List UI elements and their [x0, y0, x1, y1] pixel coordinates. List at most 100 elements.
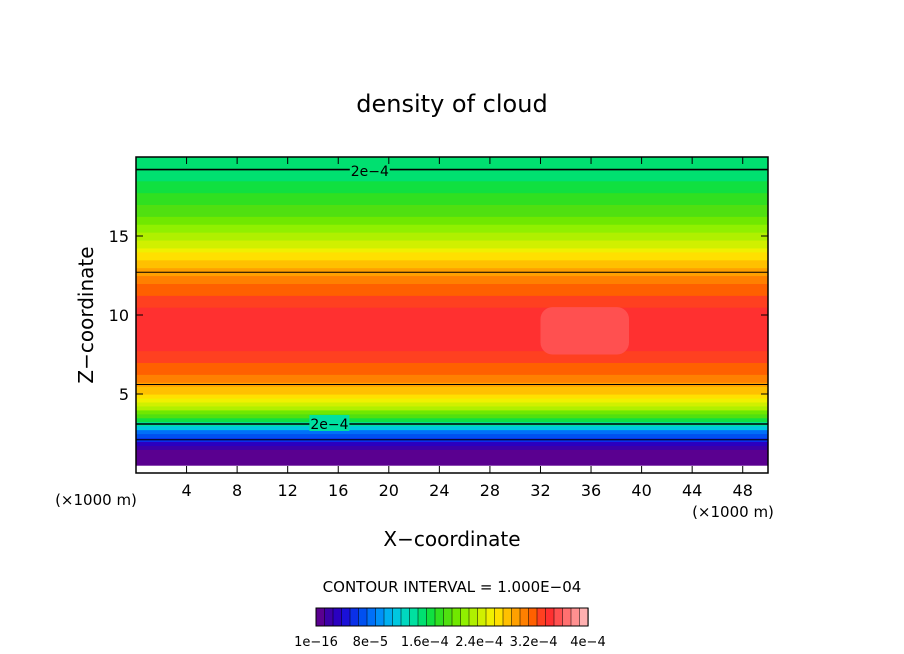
chart-title: density of cloud [356, 90, 547, 118]
x-tick-label: 44 [682, 481, 702, 500]
field-band [136, 386, 768, 391]
y-axis-label: Z−coordinate [74, 246, 98, 383]
colorbar-frame [315, 607, 589, 627]
field-band [136, 315, 768, 320]
field-band [136, 318, 768, 324]
contour-label: 2e−4 [310, 417, 348, 433]
field-band [136, 445, 768, 450]
field-band [136, 255, 768, 261]
x-unit-label: (×1000 m) [55, 491, 137, 509]
x-tick-label: 40 [631, 481, 651, 500]
field-band [136, 358, 768, 363]
field-band [136, 429, 768, 435]
field-band [136, 196, 768, 202]
field-band [136, 212, 768, 217]
colorbar-swatch [434, 607, 445, 627]
colorbar-swatch [468, 607, 479, 627]
x-tick-label: 8 [232, 481, 242, 500]
colorbar-swatch [332, 607, 343, 627]
field-band [136, 394, 768, 399]
field-band [136, 220, 768, 225]
colorbar-labels: 1e−16 8e−5 1.6e−4 2.4e−4 3.2e−4 4e−4 [294, 635, 606, 650]
field-band [136, 275, 768, 281]
field-band [136, 180, 768, 186]
field-band [136, 378, 768, 383]
field-band [136, 263, 768, 269]
colorbar-swatch [417, 607, 428, 627]
field-band [136, 168, 768, 174]
y-tick-label: 5 [119, 385, 129, 404]
x-tick-label: 16 [328, 481, 348, 500]
field-band [136, 307, 768, 312]
plot-area [136, 157, 768, 466]
field-band [136, 457, 768, 462]
contour-label-bg [349, 162, 390, 179]
colorbar-swatch [324, 607, 334, 627]
field-band [136, 172, 768, 178]
contour-lines [136, 168, 768, 441]
colorbar-swatch [511, 607, 521, 627]
field-band [136, 405, 768, 411]
field-band [136, 350, 768, 356]
x-tick-label: 20 [379, 481, 399, 500]
field-band [136, 200, 768, 205]
y-tick-label: 10 [109, 306, 129, 325]
colorbar-swatch [553, 607, 564, 627]
x-axis-ticks: 4 8 12 16 20 24 28 32 36 40 44 48 [181, 157, 753, 500]
colorbar-swatch [519, 607, 530, 627]
field-band [136, 370, 768, 375]
field-band [136, 188, 768, 194]
colorbar-swatch [383, 607, 394, 627]
colorbar-swatch [366, 607, 377, 627]
contour-label-bg [309, 415, 350, 431]
field-band [136, 409, 768, 415]
colorbar-swatch [570, 607, 581, 627]
field-band [136, 279, 768, 284]
field-band [136, 236, 768, 241]
field-band [136, 204, 768, 209]
x-tick-label: 32 [530, 481, 550, 500]
field-core-max [540, 307, 629, 355]
field-band [136, 441, 768, 446]
y-axis-ticks: 5 10 15 [109, 227, 768, 404]
field-band [136, 251, 768, 257]
colorbar-label: 3.2e−4 [510, 635, 558, 650]
colorbar-swatch [409, 607, 419, 627]
colorbar-swatch [477, 607, 487, 627]
colorbar [315, 607, 589, 627]
colorbar-swatch [536, 607, 547, 627]
colorbar-swatch [528, 607, 538, 627]
field-band [136, 425, 768, 431]
colorbar-label: 8e−5 [353, 635, 388, 650]
field-band [136, 287, 768, 292]
x-tick-label: 36 [581, 481, 601, 500]
field-band [136, 354, 768, 360]
x-tick-label: 4 [181, 481, 191, 500]
field-band [136, 271, 768, 277]
field-band [136, 433, 768, 439]
field-band [136, 192, 768, 198]
field-band [136, 334, 768, 340]
colorbar-swatch [349, 607, 360, 627]
contour-label: 2e−4 [351, 164, 389, 180]
field-band [136, 232, 768, 237]
field-band [136, 453, 768, 458]
field-band [136, 417, 768, 423]
x-tick-label: 28 [480, 481, 500, 500]
field-band [136, 390, 768, 395]
field-band [136, 164, 768, 170]
field-band [136, 243, 768, 249]
y-tick-label: 15 [109, 227, 129, 246]
field-band [136, 184, 768, 190]
field-band [136, 216, 768, 221]
x-tick-label: 48 [733, 481, 753, 500]
colorbar-swatch [562, 607, 572, 627]
field-band [136, 342, 768, 348]
field-band [136, 397, 768, 403]
colorbar-swatch [579, 607, 589, 627]
colorbar-swatch [485, 607, 496, 627]
field-band [136, 362, 768, 367]
colorbar-swatch [545, 607, 555, 627]
field-band [136, 401, 768, 407]
